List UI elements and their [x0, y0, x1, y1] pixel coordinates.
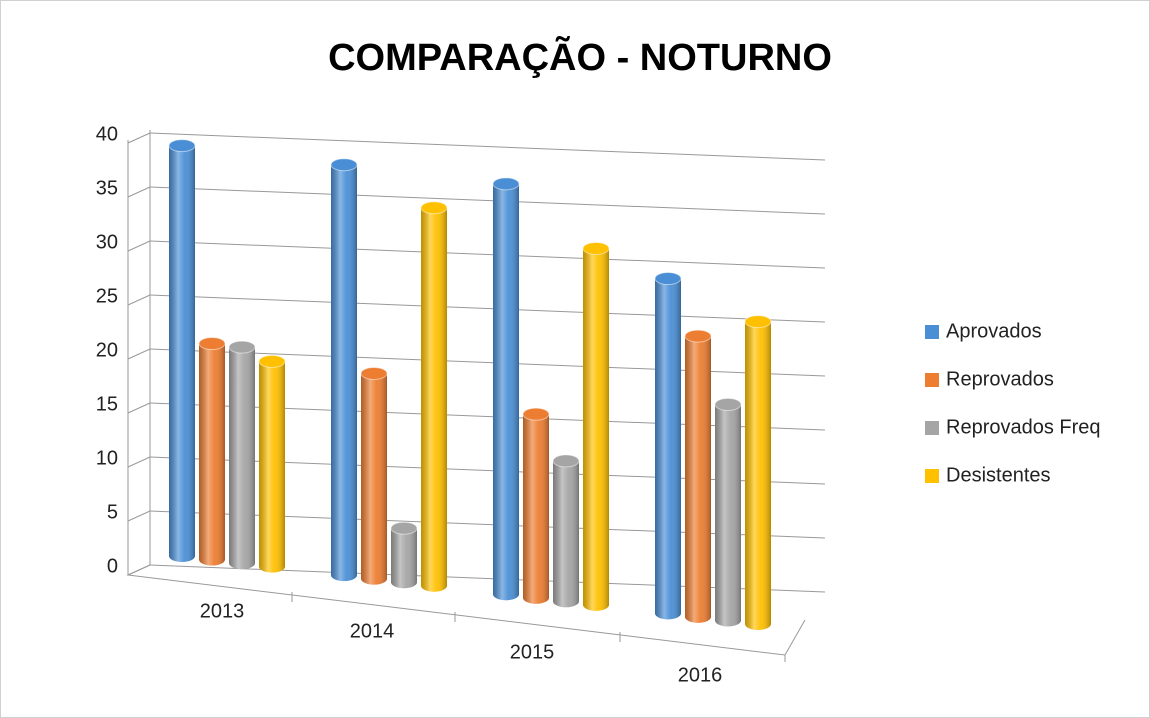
bar-shade: [715, 404, 741, 627]
grid-line: [149, 186, 826, 215]
y-tick-label: 35: [96, 177, 118, 199]
x-tick-label: 2014: [350, 620, 395, 642]
legend-label: Aprovados: [946, 320, 1042, 342]
bar-shade: [745, 321, 771, 630]
y-tick-label: 15: [96, 393, 118, 415]
bar-shade: [391, 528, 417, 589]
y-tick: [127, 402, 151, 414]
x-tick-label: 2016: [678, 664, 723, 686]
bar-shade: [169, 145, 195, 562]
bar-shade: [199, 343, 225, 566]
bar-shade: [583, 248, 609, 611]
legend-label: Reprovados Freq: [946, 416, 1101, 438]
bar-shade: [361, 373, 387, 585]
bar-shade: [229, 347, 255, 570]
bar-top: [390, 521, 418, 535]
y-tick-label: 20: [96, 339, 118, 361]
grid-line: [149, 240, 826, 269]
bar-top: [420, 201, 448, 215]
bar-shade: [685, 336, 711, 623]
bar-top: [684, 329, 712, 343]
bar-top: [168, 139, 196, 153]
legend-label: Desistentes: [946, 464, 1051, 486]
bar-shade: [331, 164, 357, 582]
bar-shade: [259, 361, 285, 573]
bar-top: [714, 397, 742, 411]
bar-shade: [553, 460, 579, 608]
y-tick: [127, 186, 151, 198]
y-tick: [127, 456, 151, 468]
bar-top: [492, 177, 520, 191]
legend-label: Reprovados: [946, 368, 1054, 390]
y-tick-label: 5: [107, 501, 118, 523]
chart-title: COMPARAÇÃO - NOTURNO: [328, 35, 832, 79]
grid-line: [149, 348, 826, 377]
bar-top: [360, 366, 388, 380]
y-tick-label: 25: [96, 285, 118, 307]
bar-top: [654, 272, 682, 286]
y-tick-label: 30: [96, 231, 118, 253]
legend-swatch: [925, 469, 939, 483]
x-tick-label: 2015: [510, 641, 555, 663]
legend-swatch: [925, 325, 939, 339]
y-tick: [127, 510, 151, 522]
y-tick: [127, 564, 151, 576]
legend-swatch: [925, 373, 939, 387]
legend-swatch: [925, 421, 939, 435]
y-tick: [127, 294, 151, 306]
bar-top: [330, 158, 358, 172]
x-tick-label: 2013: [200, 600, 245, 622]
bar-shade: [493, 183, 519, 601]
bar-top: [198, 337, 226, 351]
bar-top: [228, 340, 256, 354]
bar-top: [582, 241, 610, 255]
bar-shade: [523, 414, 549, 604]
y-tick-label: 40: [96, 123, 118, 145]
y-tick: [127, 240, 151, 252]
bar-top: [258, 354, 286, 368]
grid-line: [149, 132, 826, 161]
bar-shade: [421, 207, 447, 592]
y-tick-label: 0: [107, 555, 118, 577]
y-tick-label: 10: [96, 447, 118, 469]
bar-top: [522, 407, 550, 421]
y-tick: [127, 132, 151, 144]
grid-line: [149, 294, 826, 323]
y-tick: [127, 348, 151, 360]
bar-top: [552, 454, 580, 468]
bar-shade: [655, 278, 681, 620]
bar-top: [744, 315, 772, 329]
